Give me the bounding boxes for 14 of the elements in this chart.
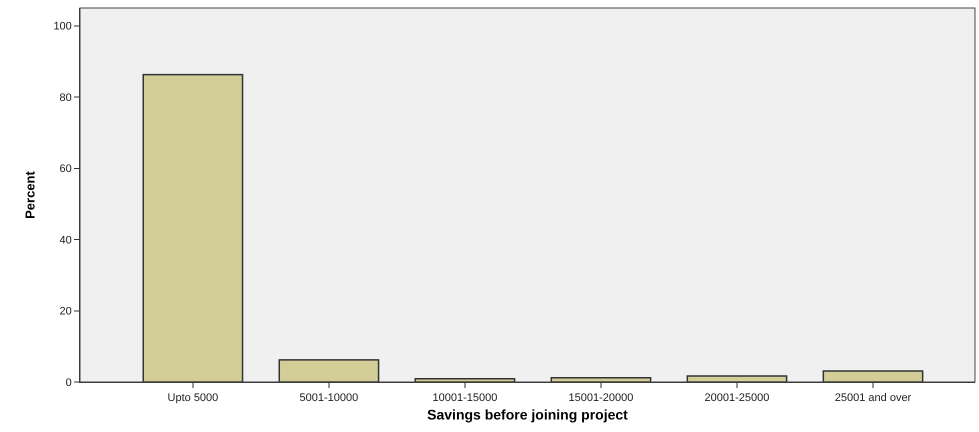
y-axis-title: Percent [22,170,38,219]
y-tick-label: 0 [66,376,72,389]
x-tick-label: 25001 and over [834,392,912,404]
y-tick-label: 80 [60,92,72,104]
y-tick-label: 100 [53,20,72,33]
x-axis-title: Savings before joining project [427,406,628,422]
x-tick-label: 20001-25000 [704,392,770,404]
x-tick-label: 10001-15000 [432,392,498,404]
x-tick-label: Upto 5000 [168,392,218,404]
y-tick-label: 40 [60,234,72,246]
x-tick-label: 15001-20000 [568,392,634,404]
y-tick-label: 60 [60,163,72,176]
x-tick-label: 5001-10000 [300,392,358,404]
y-tick-label: 20 [60,306,72,318]
